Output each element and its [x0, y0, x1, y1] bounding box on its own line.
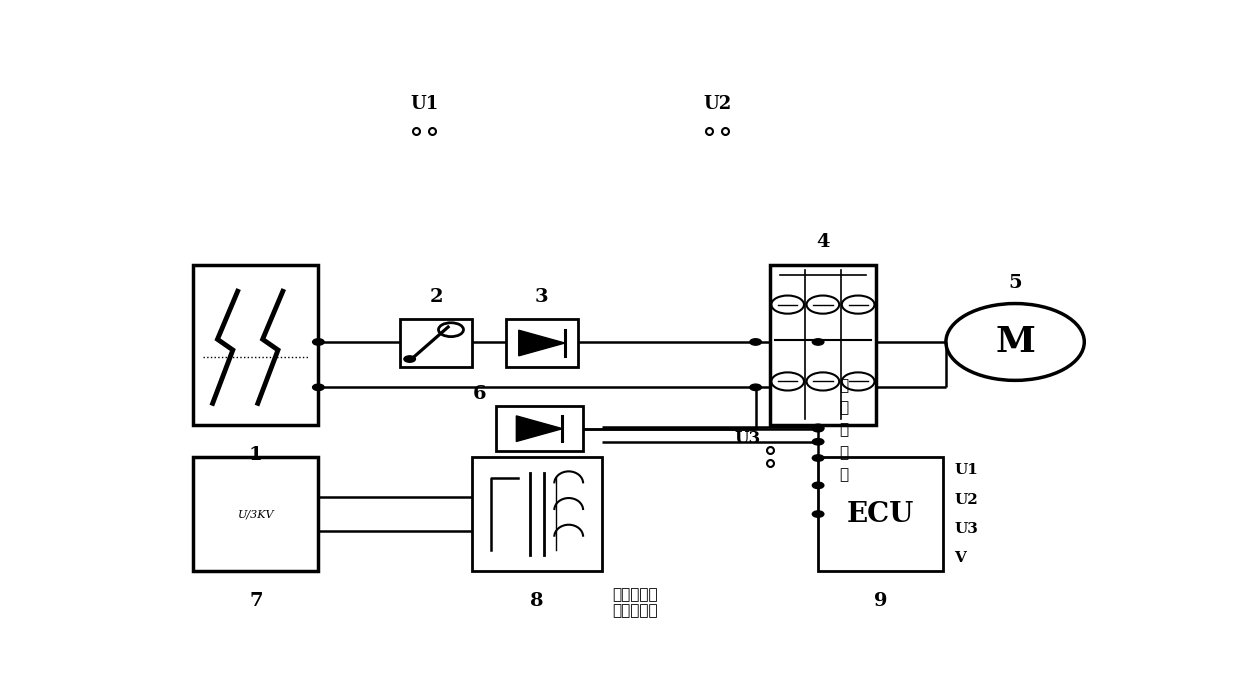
- Circle shape: [812, 482, 823, 489]
- FancyBboxPatch shape: [770, 265, 875, 425]
- Circle shape: [812, 426, 823, 432]
- Text: 使能工作线: 使能工作线: [613, 604, 658, 618]
- Circle shape: [750, 339, 761, 345]
- Text: U1: U1: [955, 464, 978, 477]
- Circle shape: [312, 384, 324, 391]
- Circle shape: [812, 439, 823, 445]
- Text: 6: 6: [472, 385, 486, 403]
- Text: 2: 2: [429, 288, 443, 306]
- Circle shape: [812, 424, 823, 430]
- Circle shape: [812, 511, 823, 517]
- Circle shape: [812, 455, 823, 462]
- FancyBboxPatch shape: [818, 457, 942, 572]
- Text: 使能工作线: 使能工作线: [613, 588, 658, 602]
- Text: 控
制
工
作
线: 控 制 工 作 线: [839, 378, 848, 482]
- Text: M: M: [994, 325, 1035, 359]
- Text: U2: U2: [955, 493, 978, 507]
- Text: U3: U3: [734, 430, 760, 448]
- Circle shape: [750, 384, 761, 391]
- FancyBboxPatch shape: [496, 406, 583, 451]
- Text: U1: U1: [410, 94, 438, 112]
- Text: U3: U3: [955, 522, 978, 536]
- Circle shape: [312, 339, 324, 345]
- Text: U/3KV: U/3KV: [238, 509, 274, 519]
- FancyBboxPatch shape: [506, 319, 578, 367]
- Text: 7: 7: [249, 592, 263, 610]
- Text: 3: 3: [534, 288, 548, 306]
- Polygon shape: [518, 331, 565, 356]
- FancyBboxPatch shape: [472, 457, 601, 572]
- Polygon shape: [516, 416, 563, 441]
- Text: 5: 5: [1008, 274, 1022, 292]
- Text: 4: 4: [816, 234, 830, 252]
- FancyBboxPatch shape: [401, 319, 472, 367]
- Text: 1: 1: [249, 446, 263, 464]
- Text: ECU: ECU: [847, 500, 914, 527]
- Text: V: V: [955, 552, 966, 565]
- FancyBboxPatch shape: [193, 457, 319, 572]
- Text: 9: 9: [874, 592, 888, 610]
- Text: 8: 8: [531, 592, 544, 610]
- Circle shape: [404, 356, 415, 362]
- FancyBboxPatch shape: [193, 265, 319, 425]
- Circle shape: [812, 339, 823, 345]
- Text: U2: U2: [703, 94, 732, 112]
